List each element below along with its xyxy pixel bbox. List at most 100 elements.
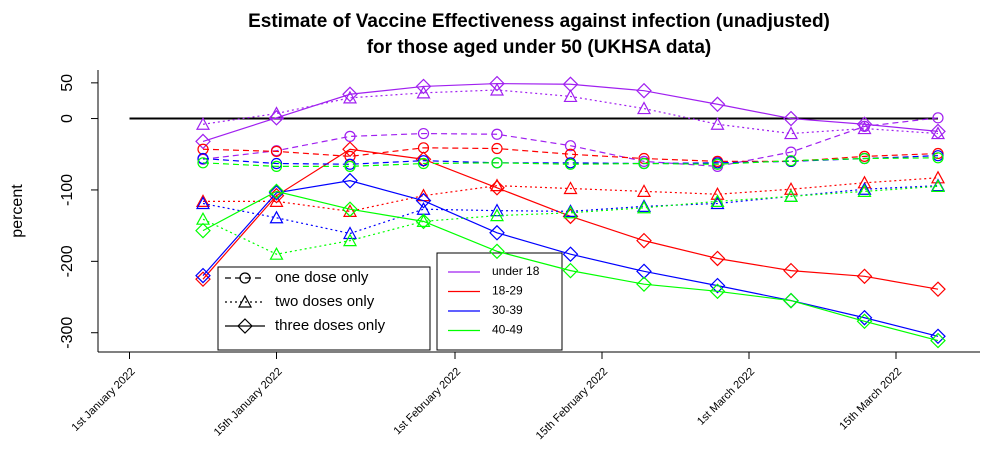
x-tick-label: 1st March 2022 <box>695 366 757 428</box>
data-point <box>930 123 946 140</box>
data-point <box>858 152 871 165</box>
data-point <box>857 175 872 189</box>
data-point <box>636 232 652 249</box>
data-point <box>636 276 652 293</box>
data-point <box>636 199 652 212</box>
data-point <box>417 127 430 140</box>
data-point <box>783 262 799 279</box>
y-tick-label: -100 <box>59 174 76 206</box>
data-point <box>636 184 652 197</box>
data-point <box>785 146 797 158</box>
age-legend <box>436 252 563 351</box>
data-point <box>711 158 724 170</box>
data-point <box>930 179 946 192</box>
data-point <box>709 250 726 267</box>
data-point <box>489 208 505 222</box>
data-point <box>342 86 358 103</box>
x-tick-label: 1st January 2022 <box>70 366 138 434</box>
data-point <box>416 85 431 99</box>
data-point <box>856 313 873 330</box>
data-point <box>491 142 503 155</box>
data-point <box>197 157 209 169</box>
series-line <box>203 177 939 212</box>
data-point <box>344 160 356 172</box>
data-point <box>710 117 725 130</box>
data-point <box>709 283 726 300</box>
data-point <box>857 181 872 195</box>
data-point <box>491 128 503 140</box>
data-point <box>856 116 873 133</box>
data-point <box>491 157 503 169</box>
data-point <box>342 201 358 218</box>
legend-marker <box>237 294 253 308</box>
legend-label: under 18 <box>492 264 540 278</box>
data-point <box>270 145 283 157</box>
data-point <box>785 155 797 167</box>
data-point <box>930 332 946 349</box>
data-point <box>563 204 578 217</box>
data-point <box>856 309 873 326</box>
data-point <box>195 196 211 210</box>
data-point <box>195 211 211 225</box>
x-tick-label: 15th January 2022 <box>212 366 285 439</box>
data-point <box>930 170 946 184</box>
legend-marker <box>239 272 251 284</box>
y-tick-label: -300 <box>59 317 76 349</box>
data-point <box>564 158 577 170</box>
data-point <box>636 263 652 280</box>
data-point <box>489 82 505 96</box>
data-point <box>195 267 211 284</box>
y-tick-label: 50 <box>59 74 76 92</box>
series-line <box>202 157 939 167</box>
data-point <box>417 157 430 170</box>
data-point <box>562 246 579 263</box>
data-point <box>638 157 650 170</box>
data-point <box>563 205 578 219</box>
legend-label: one dose only <box>275 269 369 286</box>
series-line <box>202 117 939 167</box>
data-point <box>342 233 358 247</box>
data-point <box>489 75 505 92</box>
data-point <box>489 178 505 192</box>
x-tick-label: 15th March 2022 <box>837 366 904 433</box>
series-line <box>202 185 939 255</box>
series-line <box>202 89 939 135</box>
y-axis-label: percent <box>9 184 26 238</box>
y-tick-label: -200 <box>59 245 76 277</box>
data-point <box>342 172 358 189</box>
data-point <box>342 90 358 104</box>
data-point <box>342 141 358 158</box>
data-point <box>268 184 285 201</box>
data-point <box>709 96 726 113</box>
x-tick-label: 15th February 2022 <box>534 366 610 442</box>
data-point <box>417 155 430 167</box>
data-point <box>268 109 285 126</box>
data-point <box>636 82 652 99</box>
chart-title: for those aged under 50 (UKHSA data) <box>367 37 712 58</box>
data-point <box>562 76 579 93</box>
legend-label: two doses only <box>275 293 375 310</box>
dose-legend <box>217 266 431 351</box>
y-tick-label: 0 <box>59 114 76 123</box>
legend-marker <box>237 318 253 334</box>
x-tick-label: 1st February 2022 <box>392 366 464 438</box>
data-point <box>269 210 284 224</box>
legend-label: 30-39 <box>492 303 523 317</box>
data-point <box>783 126 799 140</box>
data-point <box>489 224 505 241</box>
data-point <box>636 101 652 115</box>
data-point <box>195 194 211 207</box>
data-point <box>932 152 944 164</box>
data-point <box>197 152 209 165</box>
data-point <box>195 117 211 130</box>
data-point <box>564 140 577 152</box>
data-point <box>489 179 505 196</box>
data-point <box>857 184 872 197</box>
data-point <box>932 112 944 124</box>
data-point <box>930 328 946 345</box>
data-point <box>344 130 356 142</box>
data-point <box>195 133 211 150</box>
data-point <box>270 160 283 172</box>
data-point <box>415 213 432 230</box>
data-point <box>195 271 211 288</box>
